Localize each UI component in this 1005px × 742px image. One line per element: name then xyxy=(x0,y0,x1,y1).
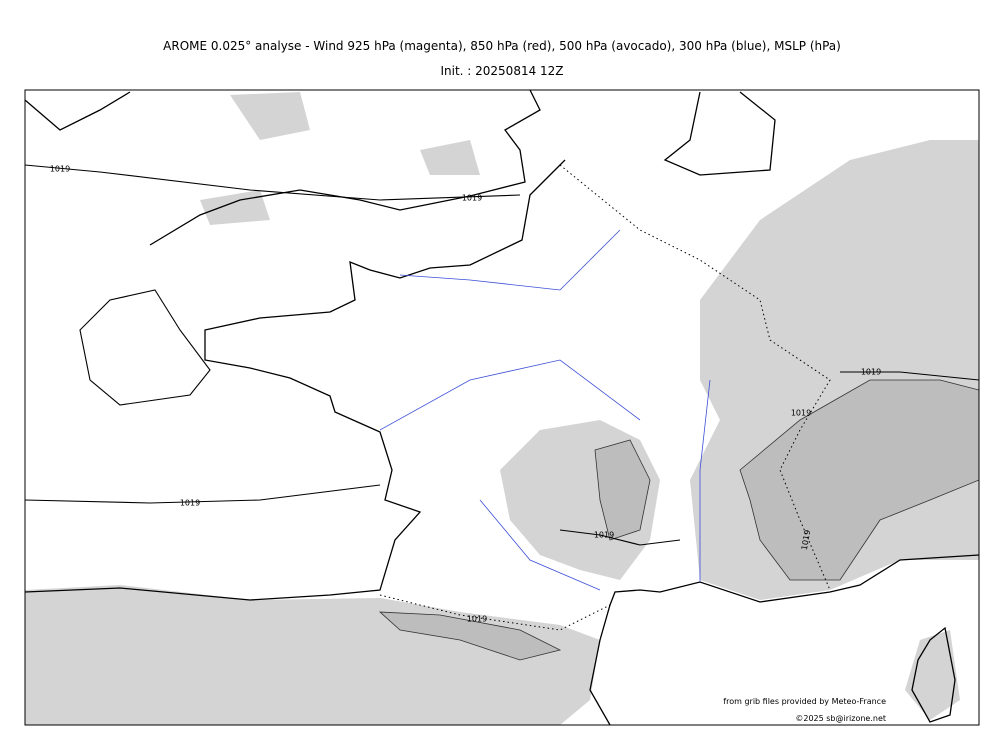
init-time: Init. : 20250814 12Z xyxy=(440,64,563,78)
isobar-label: 1019 xyxy=(791,409,811,418)
isobar-label: 1019 xyxy=(861,368,881,377)
credit-source: from grib files provided by Meteo-France xyxy=(723,697,886,706)
isobar-labels: 1019 1019 1019 1019 1019 1019 1019 1019 xyxy=(50,165,881,624)
title: AROME 0.025° analyse - Wind 925 hPa (mag… xyxy=(163,39,841,53)
map-frame xyxy=(24,89,980,726)
isobar-label: 1019 xyxy=(594,531,614,540)
isobar-label: 1019 xyxy=(462,194,482,203)
credit-author: ©2025 sb@irizone.net xyxy=(795,714,886,723)
isobar-label: 1019 xyxy=(467,615,487,624)
isobar-label: 1019 xyxy=(50,165,70,174)
isobar-label: 1019 xyxy=(800,529,812,551)
isobar-label: 1019 xyxy=(180,499,200,508)
map xyxy=(25,90,979,725)
